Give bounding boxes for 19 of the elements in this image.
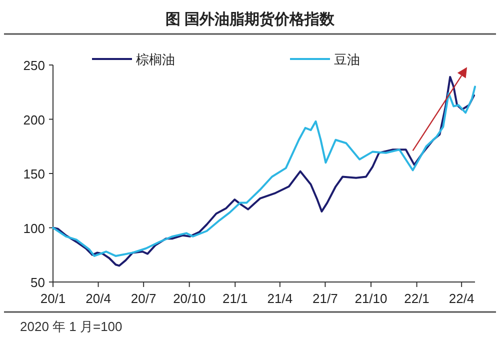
x-tick-label: 22/4 xyxy=(448,291,474,306)
x-tick-label: 21/10 xyxy=(354,291,388,306)
x-tick-label: 20/4 xyxy=(86,291,111,306)
y-tick-label: 200 xyxy=(23,112,45,128)
y-tick-label: 50 xyxy=(30,275,45,290)
x-tick-label: 21/7 xyxy=(312,291,338,306)
x-tick-label: 21/4 xyxy=(267,291,293,306)
y-tick-label: 250 xyxy=(23,58,45,73)
legend-label: 棕榈油 xyxy=(136,52,175,67)
x-tick-label: 21/1 xyxy=(222,291,248,306)
x-tick-label: 20/7 xyxy=(130,291,156,306)
y-tick-label: 100 xyxy=(23,220,45,236)
legend-label: 豆油 xyxy=(334,52,360,67)
text: 2020 年 1 月=100 xyxy=(20,319,122,334)
y-tick-label: 150 xyxy=(23,166,45,182)
x-tick-label: 20/1 xyxy=(40,291,66,306)
x-tick-label: 20/10 xyxy=(173,291,206,306)
chart-title: 图 国外油脂期货价格指数 xyxy=(165,11,336,28)
x-tick-label: 22/1 xyxy=(404,291,430,306)
